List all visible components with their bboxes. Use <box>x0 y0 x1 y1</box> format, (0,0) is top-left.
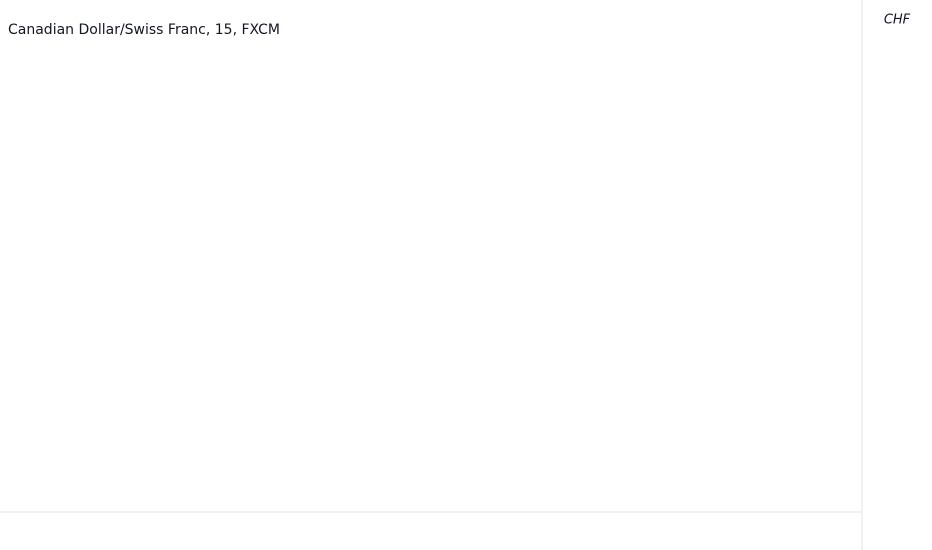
chart-title: Canadian Dollar/Swiss Franc, 15, FXCM <box>8 22 280 38</box>
currency-label: CHF <box>884 13 911 28</box>
price-axis <box>862 0 932 550</box>
